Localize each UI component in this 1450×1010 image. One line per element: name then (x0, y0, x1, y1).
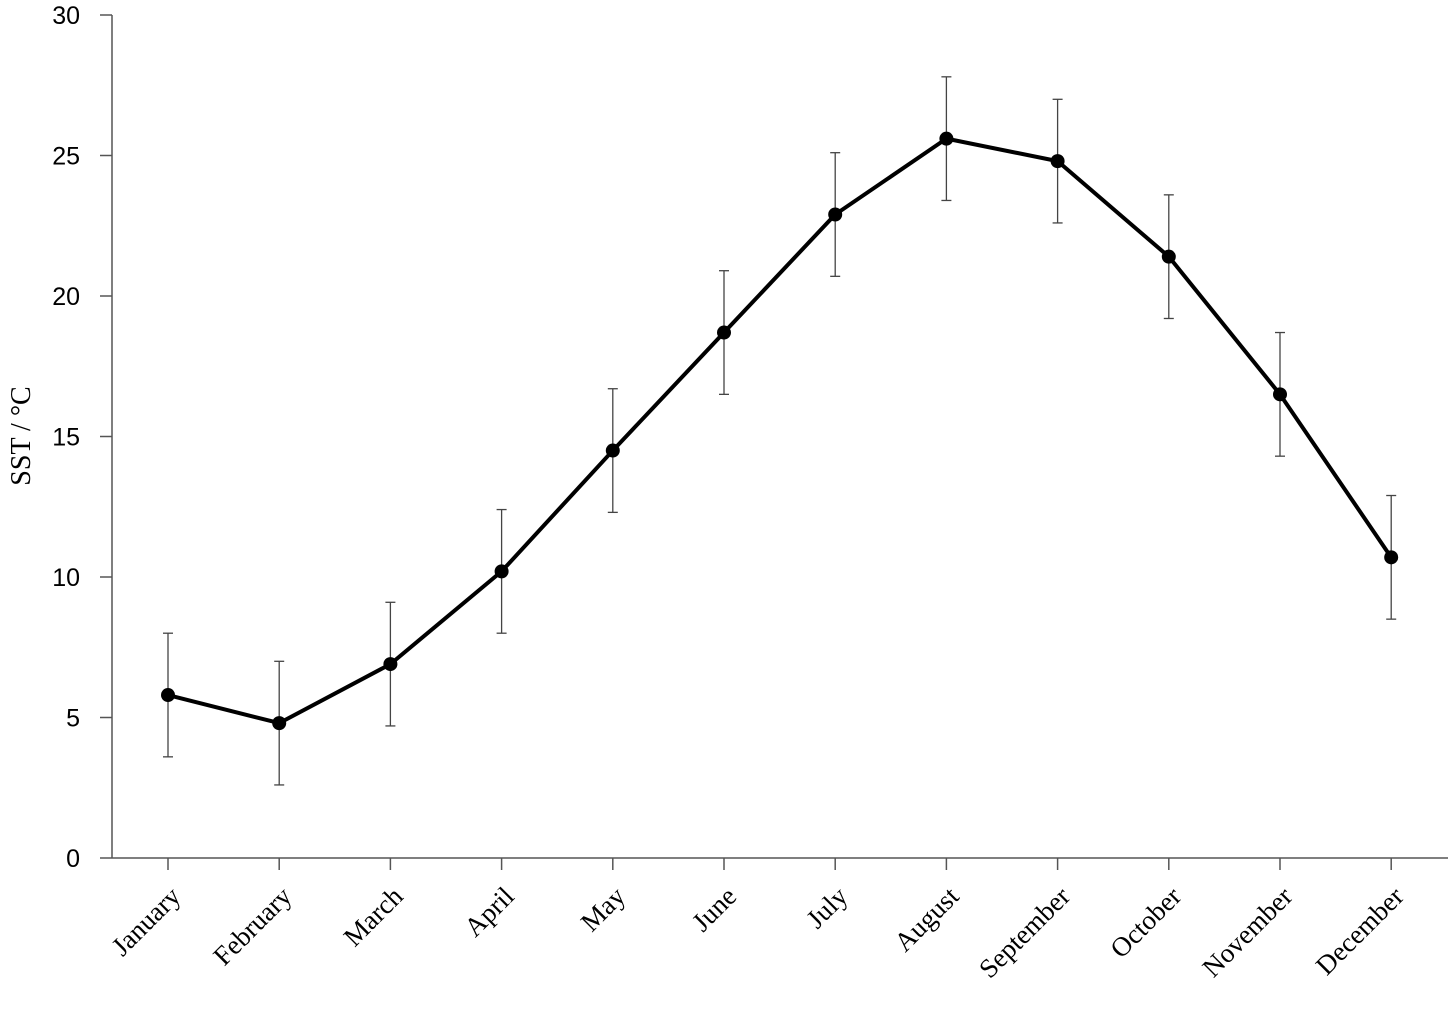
y-axis-label: SST / °C (6, 386, 37, 485)
series-line (167, 136, 1393, 726)
x-tick-label: December (1310, 881, 1410, 981)
x-tick-label: July (800, 881, 853, 934)
x-tick-label: May (575, 881, 632, 938)
data-points (161, 131, 1399, 731)
y-tick-label: 5 (66, 705, 80, 733)
x-tick-label: April (458, 881, 520, 943)
data-point-november (1273, 387, 1287, 402)
y-tick-label: 25 (52, 143, 80, 171)
y-tick-label: 20 (52, 283, 80, 311)
x-tick-label: November (1196, 881, 1298, 983)
data-point-september (1050, 154, 1065, 169)
y-tick-label: 15 (52, 424, 80, 452)
y-axis-ticks: 0 5 10 15 20 25 30 (52, 2, 112, 873)
data-point-march (383, 657, 398, 672)
y-tick-label: 30 (52, 2, 80, 30)
x-tick-label: August (888, 881, 965, 958)
data-point-december (1384, 550, 1399, 565)
error-bars (163, 76, 1397, 786)
x-tick-label: October (1104, 881, 1187, 964)
x-axis-ticks: January February March April May June July Augu… (106, 858, 1410, 984)
data-point-july (828, 207, 843, 222)
x-tick-label: March (338, 881, 409, 952)
data-point-august (939, 131, 954, 146)
data-point-april (494, 564, 509, 579)
x-tick-label: January (106, 881, 187, 962)
x-tick-label: September (973, 881, 1076, 984)
y-tick-label: 10 (52, 564, 80, 592)
x-tick-label: February (207, 881, 297, 971)
x-tick-label: June (686, 881, 742, 937)
data-point-january (161, 688, 175, 703)
data-point-may (605, 443, 620, 458)
y-tick-label: 0 (66, 845, 80, 873)
data-point-february (272, 716, 287, 731)
data-point-october (1161, 249, 1176, 264)
data-point-june (717, 325, 731, 340)
